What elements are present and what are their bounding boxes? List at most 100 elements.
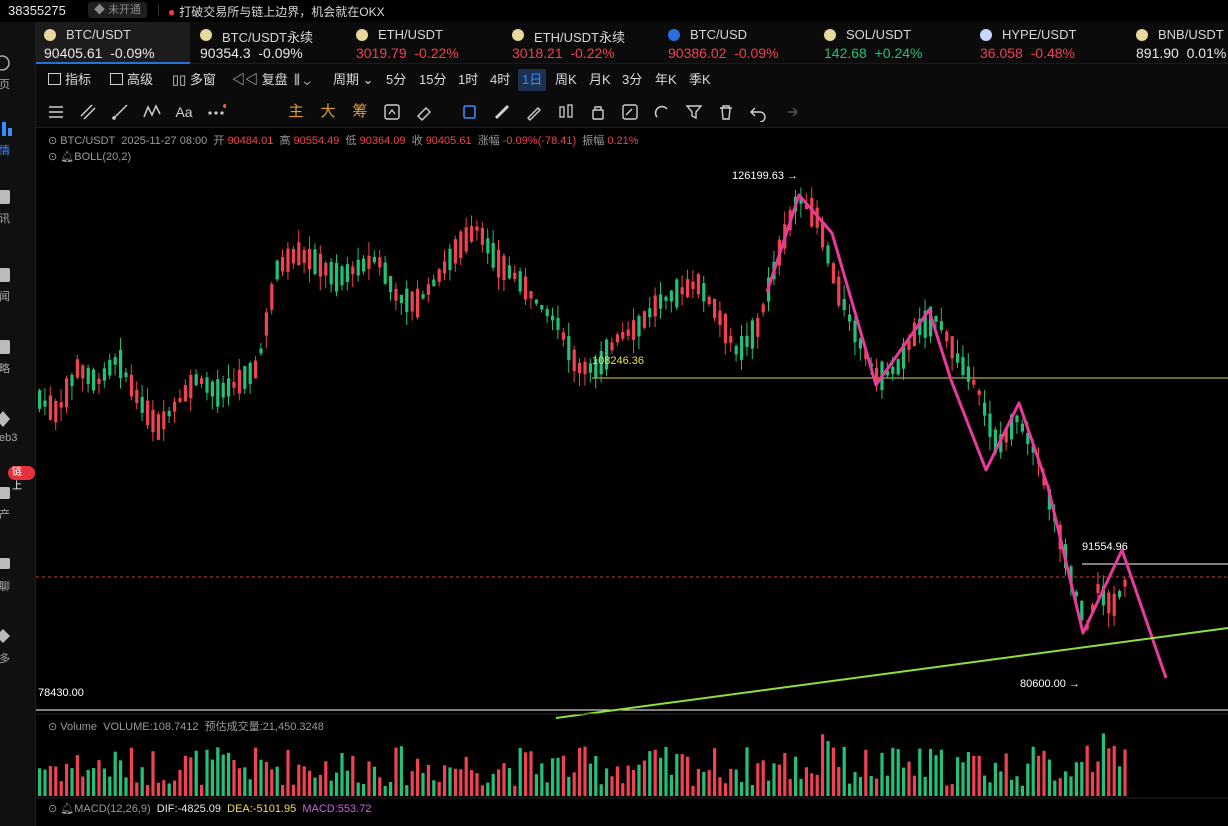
- sidebar-item-web3[interactable]: eb3: [0, 410, 35, 460]
- sidebar-item-news[interactable]: 讯: [0, 188, 35, 238]
- candle-body: [729, 335, 733, 343]
- interval-3m[interactable]: 3分: [622, 72, 643, 87]
- sidebar-item-market[interactable]: 情: [0, 120, 35, 170]
- sidebar-item-assets[interactable]: 产: [0, 484, 35, 534]
- sidebar-item-label: 略: [0, 363, 10, 375]
- ticker-bnb-usdt[interactable]: BNB/USDT 891.90 0.01%: [1128, 22, 1228, 64]
- volume-bar: [929, 748, 933, 796]
- candles-icon[interactable]: [556, 102, 576, 122]
- collapse-icon: ⊙: [48, 151, 61, 163]
- sidebar-item-strategy[interactable]: 略: [0, 338, 35, 388]
- volume-bar: [351, 755, 355, 796]
- candlestick-chart[interactable]: [36, 128, 1228, 826]
- pen-icon[interactable]: [524, 102, 544, 122]
- sidebar-item-label: 多: [0, 653, 10, 665]
- candle-body: [637, 316, 641, 337]
- period-dropdown[interactable]: 周期 ⌄: [333, 69, 374, 91]
- candle-body: [583, 361, 587, 375]
- volume-bar: [1064, 771, 1068, 796]
- volume-bar: [691, 785, 695, 796]
- ticker-btc-usdt[interactable]: BTC/USDT永续 90354.3 -0.09%: [192, 22, 346, 64]
- candle-body: [178, 397, 182, 403]
- interval-4h[interactable]: 4时: [490, 72, 511, 87]
- interval-15m[interactable]: 15分: [419, 72, 447, 87]
- ruler-icon[interactable]: [492, 102, 512, 122]
- volume-bar: [243, 767, 247, 796]
- replay-button[interactable]: ◁◁ 复盘: [232, 69, 288, 91]
- announcement-link[interactable]: ● 打破交易所与链上边界，机会就在OKX: [168, 3, 385, 20]
- volume-bar: [378, 777, 382, 796]
- recent-high-label: 91554.96: [1082, 541, 1128, 553]
- volume-bar: [761, 760, 765, 796]
- chart-type-button[interactable]: ⫼ ⌄: [294, 69, 311, 91]
- trash-icon[interactable]: [716, 102, 736, 122]
- boll-indicator[interactable]: ⊙ 🔔︎BOLL(20,2): [48, 150, 131, 163]
- volume-title: Volume: [60, 721, 97, 733]
- chart-area[interactable]: ⊙ BTC/USDT 2025-11-27 08:00 开 90484.01 高…: [36, 128, 1228, 826]
- ticker-eth-usdt[interactable]: ETH/USDT永续 3018.21 -0.22%: [504, 22, 658, 64]
- interval-month[interactable]: 月K: [589, 72, 611, 87]
- undo-icon[interactable]: [748, 102, 768, 123]
- volume-bar: [907, 761, 911, 796]
- volume-bar: [167, 783, 171, 796]
- volume-bar: [864, 749, 868, 796]
- ticker-btc-usdt[interactable]: BTC/USDT 90405.61 -0.09%: [36, 22, 190, 64]
- sidebar-item-more[interactable]: 多: [0, 628, 35, 678]
- big-order-button[interactable]: 大: [320, 103, 336, 120]
- eraser-icon[interactable]: [414, 102, 434, 122]
- candle-body: [956, 353, 960, 363]
- volume-bar: [848, 783, 852, 796]
- interval-1h[interactable]: 1时: [458, 72, 479, 87]
- candle-body: [610, 342, 614, 351]
- home-icon: [0, 55, 10, 71]
- volume-bar: [983, 775, 987, 796]
- candle-body: [108, 359, 112, 376]
- menu-icon[interactable]: [46, 102, 66, 122]
- candle-body: [826, 245, 830, 264]
- lock-icon[interactable]: [588, 102, 608, 122]
- candle-body: [59, 402, 63, 408]
- filter-icon[interactable]: [684, 102, 704, 122]
- main-indicator-button[interactable]: 主: [288, 103, 304, 120]
- interval-5m[interactable]: 5分: [386, 72, 407, 87]
- more-tools-icon[interactable]: [206, 102, 227, 122]
- advanced-button[interactable]: 高级: [110, 69, 153, 91]
- sync-icon[interactable]: [382, 102, 402, 122]
- parallel-lines-icon[interactable]: [78, 102, 98, 122]
- candle-body: [200, 378, 204, 384]
- coin-icon: [200, 29, 212, 41]
- candle-body: [761, 304, 765, 313]
- candle-body: [659, 294, 663, 309]
- edit-icon[interactable]: [620, 102, 640, 122]
- volume-bar: [281, 784, 285, 796]
- volume-bar: [389, 782, 393, 796]
- ticker-sol-usdt[interactable]: SOL/USDT 142.68 +0.24%: [816, 22, 970, 64]
- volume-bar: [1085, 745, 1089, 796]
- copy-icon[interactable]: [460, 102, 480, 122]
- interval-year[interactable]: 年K: [655, 72, 677, 87]
- chip-distribution-button[interactable]: 筹: [352, 103, 368, 120]
- wave-icon[interactable]: [142, 102, 162, 122]
- multi-window-button[interactable]: ▯▯ 多窗: [172, 69, 216, 91]
- candle-body: [453, 239, 457, 264]
- interval-week[interactable]: 周K: [555, 72, 577, 87]
- ticker-eth-usdt[interactable]: ETH/USDT 3019.79 -0.22%: [348, 22, 502, 64]
- ticker-btc-usd[interactable]: BTC/USD 90386.02 -0.09%: [660, 22, 814, 64]
- volume-bar: [335, 772, 339, 796]
- trendline-icon[interactable]: [110, 102, 130, 122]
- interval-quarter[interactable]: 季K: [689, 72, 711, 87]
- sidebar-item-chat[interactable]: 聊: [0, 556, 35, 606]
- candle-body: [75, 359, 79, 378]
- collapse-icon: ⊙: [48, 135, 61, 147]
- sidebar-item-newsfeed[interactable]: 闻: [0, 266, 35, 316]
- candle-body: [664, 296, 668, 301]
- sidebar-item-home[interactable]: 页: [0, 54, 35, 104]
- status-badge[interactable]: ◆ 未开通: [88, 2, 148, 18]
- volume-bar: [227, 752, 231, 796]
- redo-icon[interactable]: [780, 102, 800, 122]
- text-tool-button[interactable]: Aa: [175, 104, 193, 120]
- magnet-icon[interactable]: [652, 102, 672, 122]
- ticker-hype-usdt[interactable]: HYPE/USDT 36.058 -0.48%: [972, 22, 1126, 64]
- indicators-button[interactable]: 指标: [48, 69, 91, 91]
- interval-1d[interactable]: 1日: [518, 69, 547, 91]
